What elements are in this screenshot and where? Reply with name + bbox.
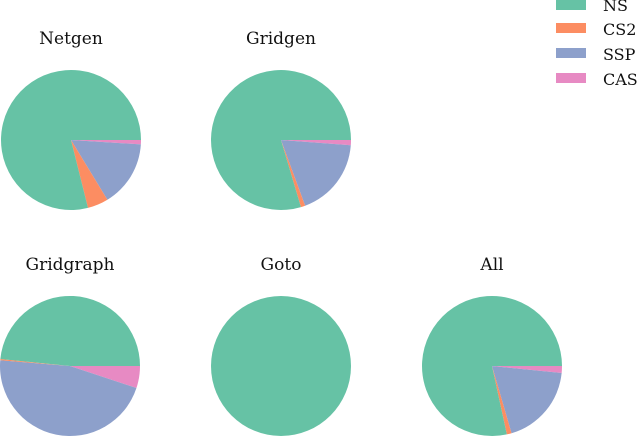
legend: NS CS2 SSP CAS (556, 0, 638, 89)
pie-title-netgen: Netgen (39, 29, 103, 49)
pie-slice-all-cs2 (492, 366, 512, 435)
pie-slice-goto-ns (211, 296, 351, 436)
pie-gridgen: Gridgen (211, 29, 351, 211)
legend-entry-cs2: CS2 (556, 20, 636, 39)
pie-slice-gridgraph-cas (70, 366, 140, 389)
legend-entry-ns: NS (556, 0, 628, 15)
pie-title-gridgraph: Gridgraph (25, 255, 114, 275)
legend-swatch-cs2 (556, 23, 586, 33)
pie-slice-gridgraph-cs2 (0, 358, 70, 366)
pie-slice-all-ns (421, 296, 562, 437)
pie-slice-gridgraph-ns (0, 295, 141, 366)
legend-entry-cas: CAS (556, 70, 638, 89)
pie-title-goto: Goto (261, 255, 302, 275)
legend-entry-ssp: SSP (556, 45, 636, 64)
pie-slice-all-cas (492, 366, 563, 374)
pie-goto: Goto (211, 255, 351, 436)
pie-slice-gridgen-ns (211, 70, 351, 211)
pie-netgen: Netgen (1, 29, 141, 211)
pie-all: All (421, 255, 563, 437)
pie-gridgraph: Gridgraph (0, 255, 141, 437)
legend-label-ns: NS (603, 0, 628, 15)
pie-slice-netgen-cs2 (71, 140, 108, 208)
pie-slice-gridgraph-ssp (0, 360, 137, 437)
legend-swatch-cas (556, 73, 586, 83)
pie-slice-netgen-cas (71, 140, 141, 145)
pie-slice-gridgen-cas (281, 140, 351, 146)
legend-swatch-ns (556, 0, 586, 10)
pie-title-all: All (479, 255, 503, 275)
pie-slice-netgen-ns (1, 70, 141, 211)
legend-label-cas: CAS (603, 70, 638, 89)
legend-label-cs2: CS2 (603, 20, 636, 39)
pie-slice-all-ssp (492, 366, 562, 434)
pie-title-gridgen: Gridgen (246, 29, 316, 49)
legend-swatch-ssp (556, 48, 586, 58)
pie-slice-gridgen-cs2 (281, 140, 306, 208)
pie-slice-netgen-ssp (71, 140, 141, 200)
legend-label-ssp: SSP (603, 45, 636, 64)
pie-slice-gridgen-ssp (281, 140, 351, 206)
